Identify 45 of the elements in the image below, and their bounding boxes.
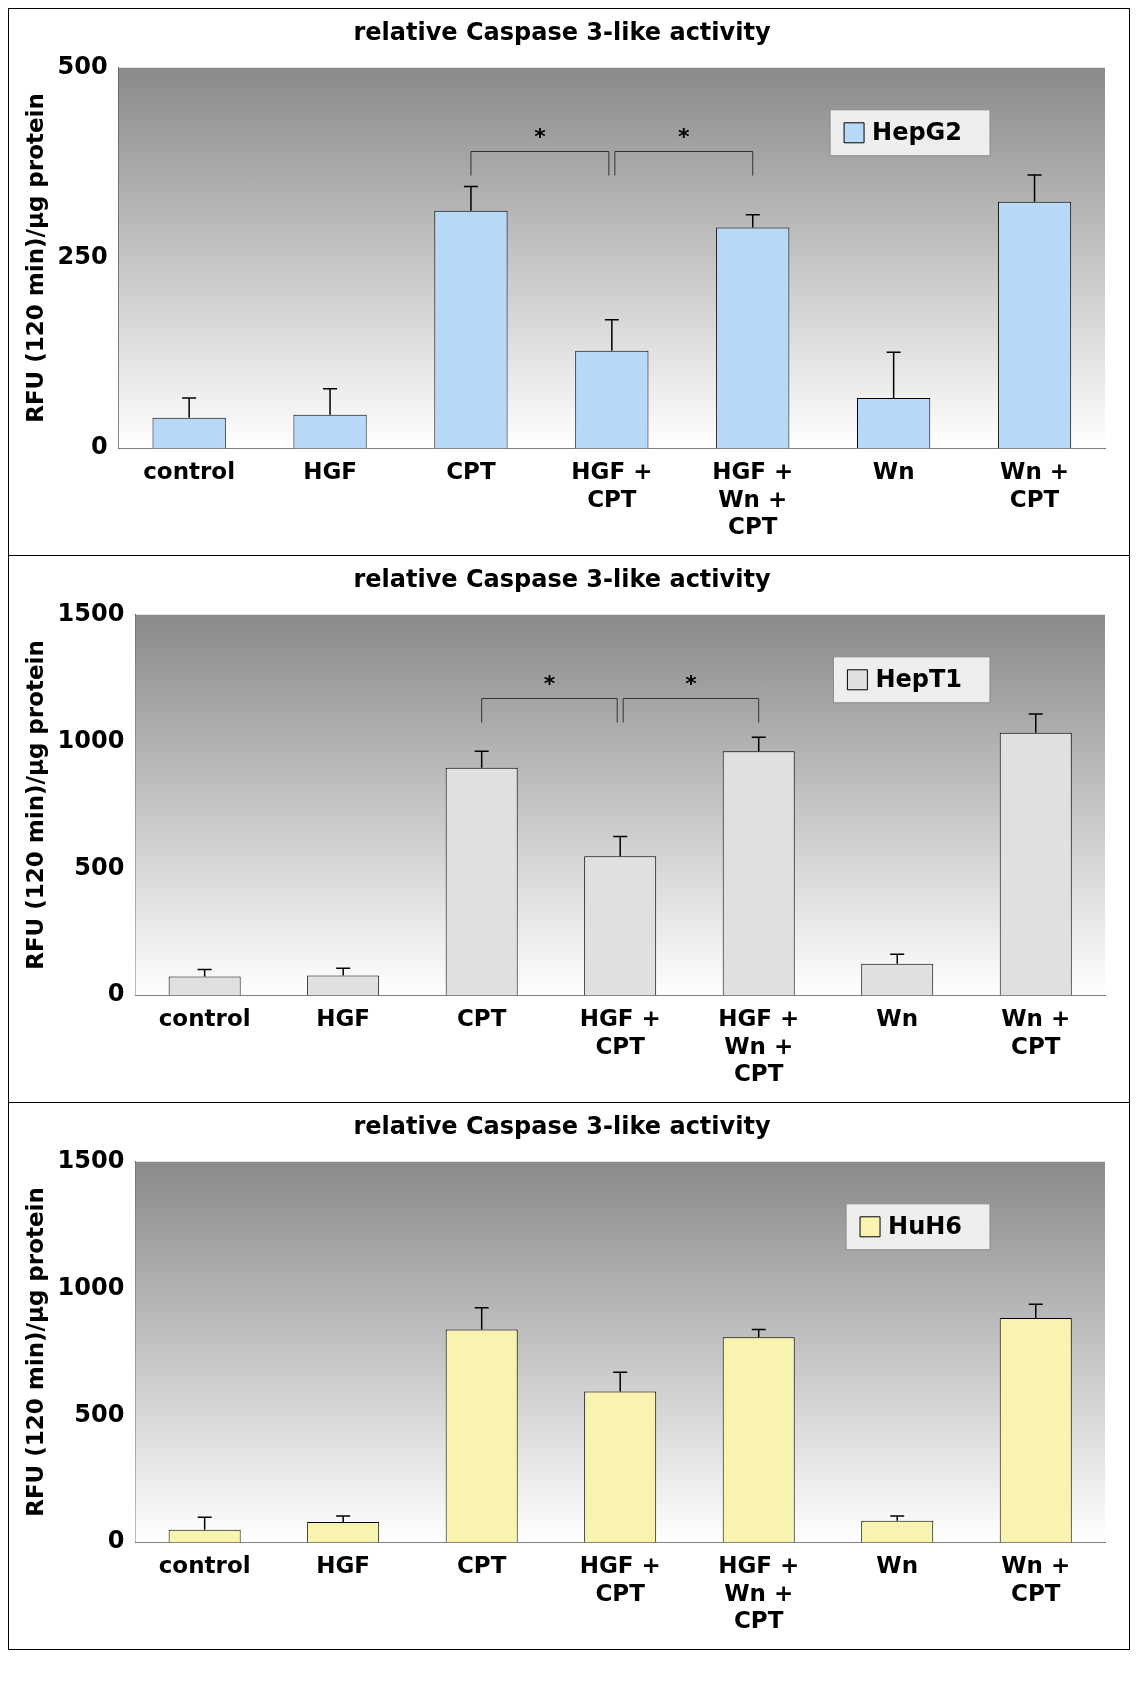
x-tick-label: Wn + CPT xyxy=(1001,1004,1071,1059)
x-tick-label: Wn xyxy=(876,1004,919,1031)
y-tick-label: 250 xyxy=(57,242,108,271)
x-tick-label: HGF + CPT xyxy=(571,457,653,512)
y-tick-label: 500 xyxy=(74,852,125,881)
chart-title: relative Caspase 3-like activity xyxy=(353,1111,771,1140)
y-tick-label: 0 xyxy=(107,1526,125,1555)
x-tick-label: HGF + Wn + CPT xyxy=(718,1004,800,1087)
x-tick-label: Wn + CPT xyxy=(1000,457,1070,512)
x-tick-label: HGF xyxy=(316,1551,371,1578)
x-tick-label: Wn xyxy=(876,1551,919,1578)
x-tick-label: HGF + CPT xyxy=(579,1551,661,1606)
x-tick-label: HGF + Wn + CPT xyxy=(718,1551,800,1634)
x-tick-label: Wn + CPT xyxy=(1001,1551,1071,1606)
x-tick-label: CPT xyxy=(456,1004,507,1031)
x-tick-label: control xyxy=(158,1551,251,1578)
x-tick-label: CPT xyxy=(446,457,496,484)
legend-label: HepT1 xyxy=(875,665,963,694)
legend-label: HepG2 xyxy=(872,118,963,147)
x-tick-label: HGF xyxy=(303,457,357,484)
y-axis-title: RFU (120 min)/µg protein xyxy=(21,1187,48,1517)
y-tick-label: 0 xyxy=(107,979,125,1008)
x-tick-label: Wn xyxy=(872,457,915,484)
x-tick-label: control xyxy=(158,1004,251,1031)
y-tick-label: 500 xyxy=(57,52,108,81)
y-axis-title: RFU (120 min)/µg protein xyxy=(21,640,48,970)
y-tick-label: 0 xyxy=(90,432,108,461)
y-tick-label: 500 xyxy=(74,1399,125,1428)
annotation: * xyxy=(678,124,691,150)
y-tick-label: 1500 xyxy=(57,1146,125,1175)
annotation: * xyxy=(534,124,547,150)
annotation: * xyxy=(543,671,556,697)
legend-label: HuH6 xyxy=(888,1212,963,1241)
y-tick-label: 1000 xyxy=(57,1272,125,1301)
y-tick-label: 1500 xyxy=(57,599,125,628)
y-tick-label: 1000 xyxy=(57,725,125,754)
x-tick-label: HGF + Wn + CPT xyxy=(712,457,794,540)
x-tick-label: HGF xyxy=(316,1004,371,1031)
y-axis-title: RFU (120 min)/µg protein xyxy=(21,93,48,423)
annotation: * xyxy=(685,671,698,697)
x-tick-label: CPT xyxy=(456,1551,507,1578)
x-tick-label: HGF + CPT xyxy=(579,1004,661,1059)
chart-title: relative Caspase 3-like activity xyxy=(353,564,771,593)
chart-title: relative Caspase 3-like activity xyxy=(353,17,771,46)
x-tick-label: control xyxy=(143,457,236,484)
